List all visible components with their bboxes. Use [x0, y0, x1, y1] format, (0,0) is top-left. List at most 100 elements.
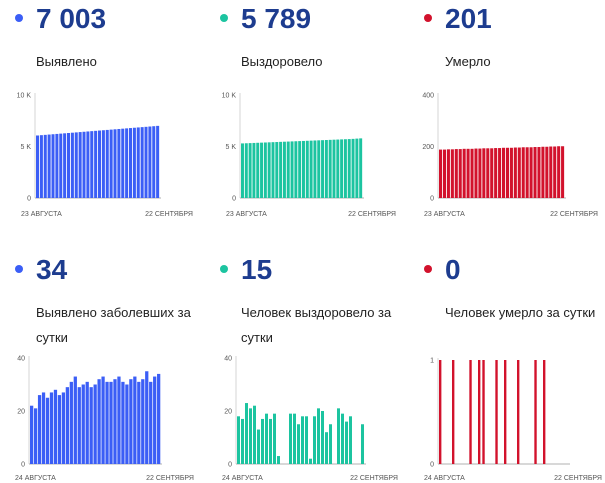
bar	[249, 408, 252, 464]
bar	[490, 148, 494, 198]
bar	[482, 148, 486, 198]
recovered-daily-label: Человек выздоровело за сутки	[241, 305, 392, 345]
bar	[517, 360, 520, 464]
x-tick-label-start: 23 АВГУСТА	[21, 211, 62, 218]
y-tick-label: 20	[17, 409, 25, 416]
bar	[109, 129, 113, 198]
y-tick-label: 10 K	[17, 93, 32, 100]
bar	[117, 376, 121, 464]
bar	[494, 148, 498, 198]
bar	[121, 128, 125, 198]
bar	[59, 133, 63, 199]
bar	[265, 413, 268, 464]
bar	[454, 149, 458, 198]
bar	[101, 376, 105, 464]
bar	[290, 141, 294, 198]
bar	[466, 148, 470, 198]
bar	[561, 146, 565, 198]
bar	[325, 432, 328, 464]
legend-dot	[424, 265, 432, 273]
bar	[77, 387, 81, 464]
bar	[263, 142, 267, 198]
bar	[474, 148, 478, 198]
bar	[257, 429, 260, 464]
bar	[313, 416, 316, 464]
x-tick-label-end: 22 СЕНТЯБРЯ	[350, 475, 398, 482]
bar	[332, 139, 336, 198]
bar	[534, 360, 537, 464]
bar	[129, 379, 133, 464]
bar	[73, 376, 77, 464]
y-tick-label: 0	[21, 462, 25, 469]
recovered-daily-value: 15	[241, 254, 273, 285]
y-tick-label: 1	[430, 358, 434, 365]
bar	[109, 381, 113, 464]
y-tick-label: 10 K	[222, 93, 237, 100]
died-daily-label: Человек умерло за сутки	[445, 305, 596, 320]
bar	[261, 418, 264, 464]
bar	[533, 147, 537, 198]
panel-died-daily: 0 Человек умерло за сутки 1 0 24 АВГУСТА 22…	[418, 251, 605, 483]
bar	[129, 128, 133, 198]
bar	[70, 132, 74, 198]
bar	[302, 140, 305, 198]
legend-dot	[15, 265, 23, 273]
bar	[82, 131, 86, 198]
bar	[321, 140, 325, 198]
bar	[51, 134, 55, 198]
panel-recovered-daily: 15 Человек выздоровело за сутки 40 20 0 24 …	[214, 251, 404, 483]
bar	[529, 147, 533, 198]
bar	[442, 149, 447, 198]
bar	[482, 360, 485, 464]
detected-value: 7 003	[36, 3, 107, 34]
y-tick-label: 0	[430, 462, 434, 469]
bar	[39, 135, 43, 198]
x-tick-label-end: 22 СЕНТЯБРЯ	[550, 211, 598, 218]
bar	[275, 142, 279, 198]
bar	[241, 418, 244, 464]
bar	[253, 405, 256, 464]
bar	[105, 381, 109, 464]
bar	[450, 149, 454, 198]
bar	[55, 133, 59, 198]
bar	[355, 138, 359, 198]
bar	[321, 411, 324, 464]
bar	[439, 149, 443, 198]
bar	[113, 129, 117, 198]
bar	[298, 141, 302, 198]
bar	[81, 384, 85, 464]
bar	[517, 147, 521, 198]
bar	[141, 379, 145, 464]
recovered-label: Выздоровело	[241, 54, 323, 69]
bar	[94, 130, 98, 198]
bar	[439, 360, 442, 464]
bar	[86, 131, 90, 198]
bar	[37, 395, 42, 464]
bar	[152, 126, 156, 198]
bar	[337, 408, 340, 464]
bar	[267, 142, 271, 198]
bar	[502, 147, 506, 198]
bar	[498, 148, 502, 198]
bar	[446, 149, 450, 198]
bar	[157, 373, 161, 464]
y-tick-label: 40	[224, 356, 232, 363]
bar	[345, 421, 348, 464]
bar	[294, 141, 298, 198]
panel-died: 201 Умерло 400 200 0 23 АВГУСТА 22 СЕНТЯБРЯ	[418, 0, 605, 232]
bar	[361, 424, 364, 464]
bar	[145, 371, 149, 464]
bar	[336, 139, 340, 198]
bar	[125, 384, 129, 464]
bar	[149, 381, 153, 464]
bar	[36, 135, 40, 198]
bar	[65, 387, 69, 464]
bar	[41, 392, 46, 464]
bar	[93, 384, 97, 464]
bar	[509, 147, 513, 198]
bar	[486, 148, 490, 198]
bar	[521, 147, 525, 198]
panel-detected-daily: 34 Выявлено заболевших за сутки 40 20 0 24 …	[9, 251, 199, 483]
bar	[90, 131, 94, 198]
bar	[43, 134, 47, 198]
